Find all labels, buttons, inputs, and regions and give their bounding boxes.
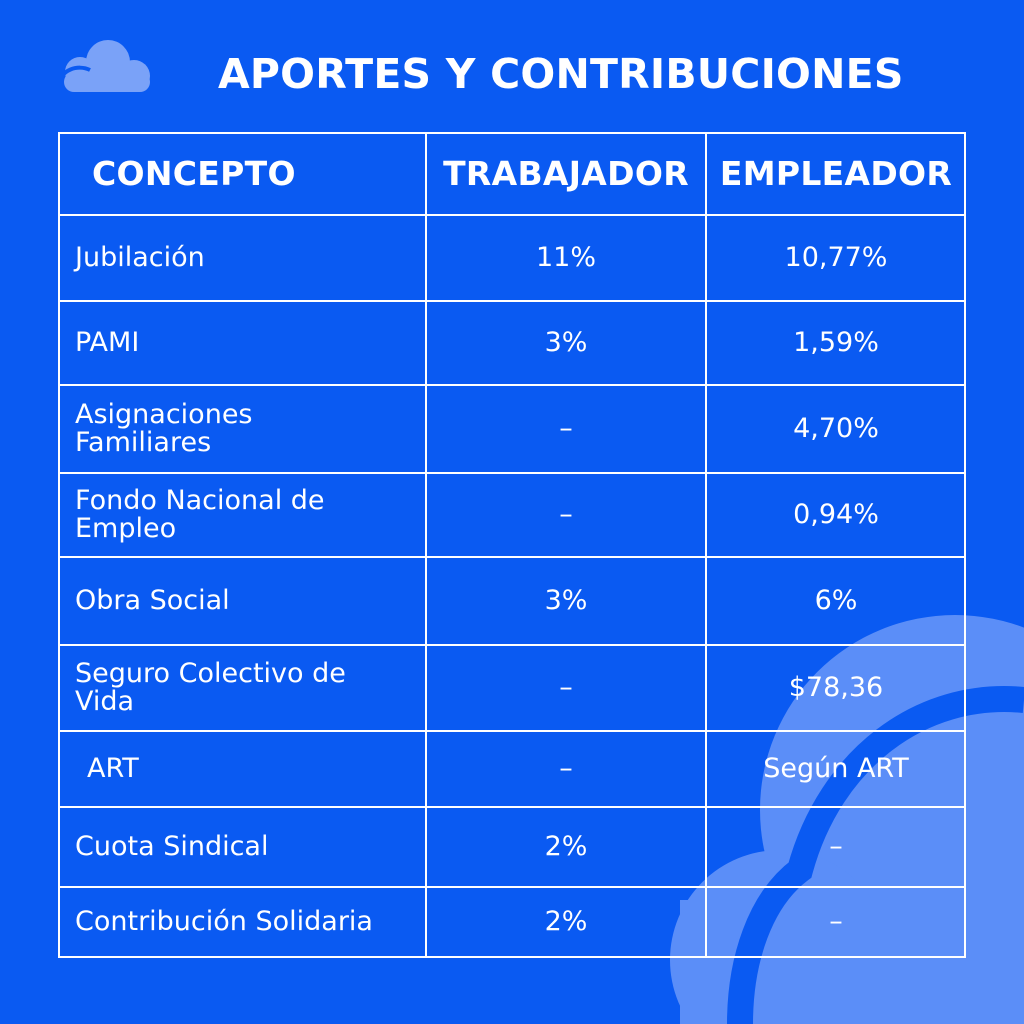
table-cell-trabajador: 11% [535,242,596,273]
table-cell-trabajador: – [559,499,573,530]
table-divider [58,214,966,216]
table-cell-empleador: 6% [814,585,858,616]
table-divider [58,472,966,474]
table-cell-empleador: 4,70% [793,413,879,444]
table-border [58,956,966,958]
table-divider [58,806,966,808]
table-cell-empleador: $78,36 [788,672,884,703]
table-cell-concepto: Cuota Sindical [75,831,269,862]
table-cell-trabajador: – [559,413,573,444]
table-cell-empleador: 10,77% [784,242,888,273]
table-cell-empleador: Según ART [763,753,909,784]
table-border [58,132,966,134]
table-cell-empleador: 0,94% [793,499,879,530]
table-divider [58,886,966,888]
table-cell-empleador: – [829,906,843,937]
table-divider [58,644,966,646]
table-cell-trabajador: 3% [544,585,588,616]
cloud-icon [58,40,150,92]
table-cell-concepto: PAMI [75,327,140,358]
table-divider [58,300,966,302]
table-divider [58,384,966,386]
table-cell-concepto: Fondo Nacional de Empleo [75,485,325,544]
table-cell-concepto: Contribución Solidaria [75,906,373,937]
table-cell-concepto: ART [87,753,139,784]
table-cell-empleador: 1,59% [793,327,879,358]
page-title: APORTES Y CONTRIBUCIONES [218,50,904,98]
table-cell-concepto: Seguro Colectivo de Vida [75,658,346,717]
table-cell-empleador: – [829,831,843,862]
table-cell-concepto: Obra Social [75,585,230,616]
column-divider [705,132,707,958]
table-divider [58,556,966,558]
header-empleador: EMPLEADOR [719,154,953,193]
table-cell-trabajador: 3% [544,327,588,358]
table-cell-trabajador: 2% [544,831,588,862]
table-border [58,132,60,958]
header-trabajador: TRABAJADOR [443,154,689,193]
header-concepto: CONCEPTO [92,154,296,193]
table-cell-concepto: Asignaciones Familiares [75,399,253,458]
table-cell-concepto: Jubilación [75,242,205,273]
table-cell-trabajador: 2% [544,906,588,937]
column-divider [425,132,427,958]
table-cell-trabajador: – [559,672,573,703]
table-border [964,132,966,958]
table-divider [58,730,966,732]
table-cell-trabajador: – [559,753,573,784]
